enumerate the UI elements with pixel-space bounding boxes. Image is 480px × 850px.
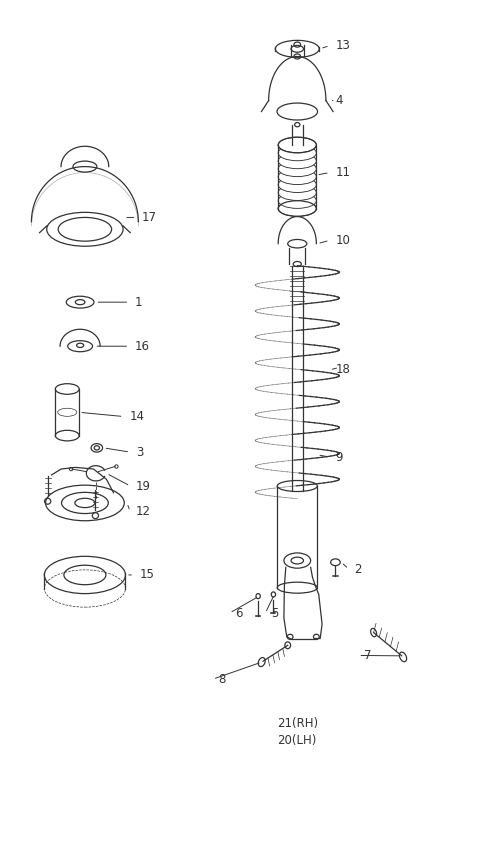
Ellipse shape	[278, 153, 316, 168]
Ellipse shape	[278, 137, 316, 153]
Text: 5: 5	[271, 607, 278, 620]
Text: 6: 6	[235, 607, 243, 620]
Ellipse shape	[55, 430, 79, 441]
Text: 14: 14	[129, 410, 144, 423]
Ellipse shape	[277, 480, 317, 491]
Text: 17: 17	[142, 211, 157, 224]
Text: 2: 2	[355, 563, 362, 575]
Ellipse shape	[278, 193, 316, 208]
Text: 8: 8	[218, 672, 226, 686]
Text: 16: 16	[135, 340, 150, 353]
Text: 3: 3	[136, 445, 144, 459]
Text: 20(LH): 20(LH)	[277, 734, 317, 746]
Text: 15: 15	[140, 569, 155, 581]
Text: 7: 7	[364, 649, 372, 662]
Ellipse shape	[278, 145, 316, 161]
Text: 10: 10	[336, 234, 350, 246]
Text: 11: 11	[336, 166, 350, 179]
Ellipse shape	[278, 184, 316, 201]
Text: 9: 9	[336, 450, 343, 464]
Ellipse shape	[278, 201, 316, 217]
Ellipse shape	[278, 169, 316, 184]
Ellipse shape	[278, 161, 316, 177]
Text: 13: 13	[336, 39, 350, 52]
Text: 1: 1	[135, 296, 143, 309]
Text: 4: 4	[336, 94, 343, 107]
Ellipse shape	[284, 553, 311, 568]
Text: 18: 18	[336, 364, 350, 377]
Text: 21(RH): 21(RH)	[276, 717, 318, 729]
Ellipse shape	[278, 177, 316, 192]
Text: 12: 12	[136, 505, 151, 518]
Text: 19: 19	[136, 479, 151, 492]
